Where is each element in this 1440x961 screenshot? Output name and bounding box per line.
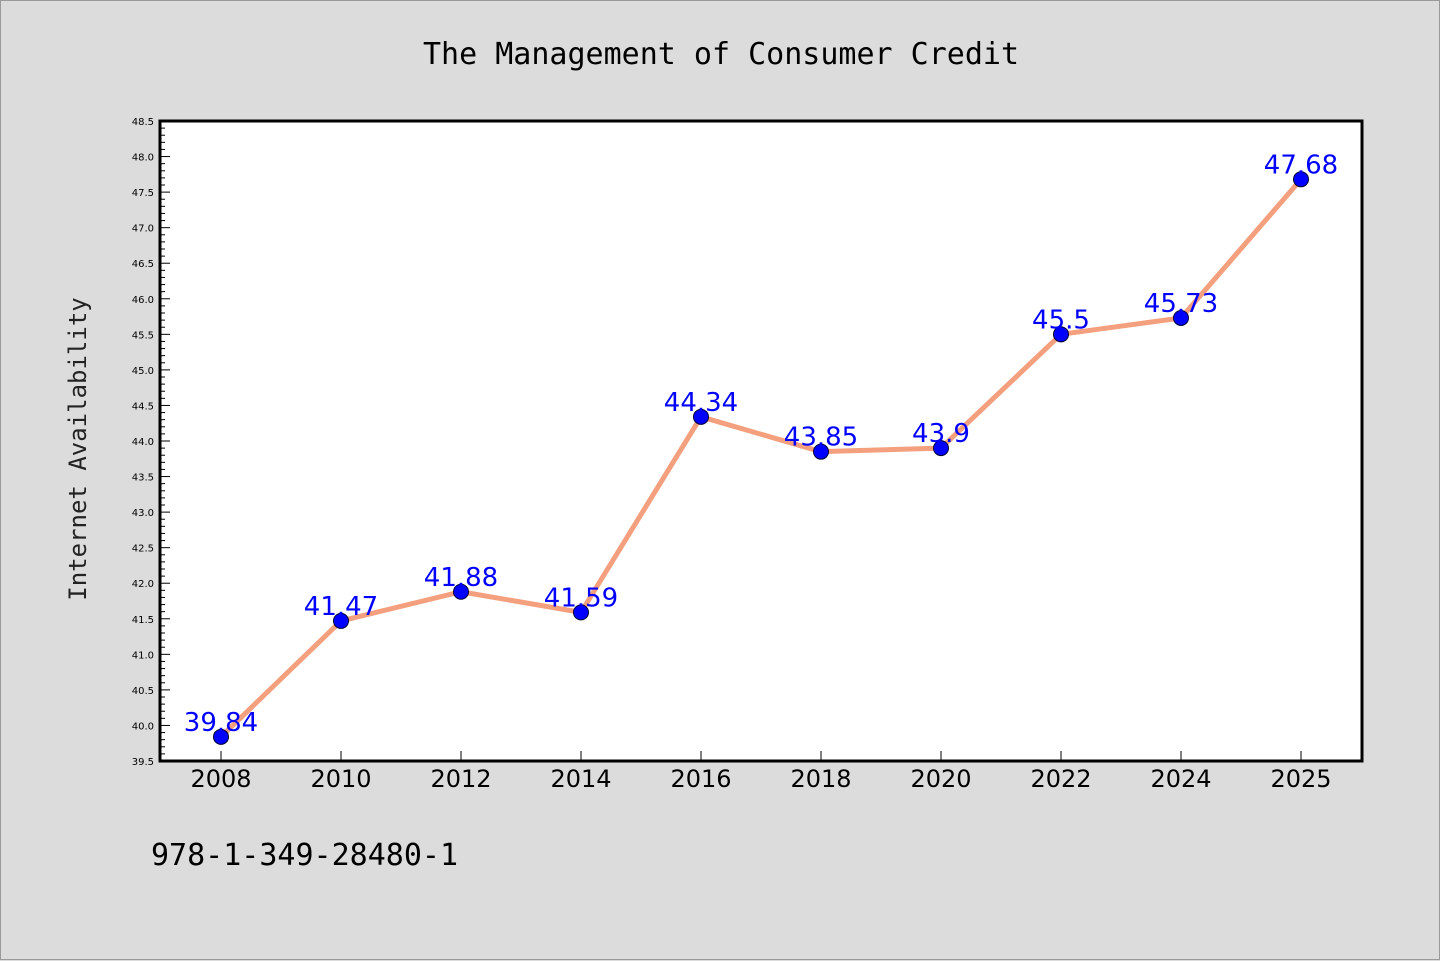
x-tick-label: 2014	[550, 765, 611, 793]
y-tick-label: 41.0	[132, 650, 154, 661]
isbn-footer: 978-1-349-28480-1	[151, 838, 458, 873]
y-tick-label: 41.5	[132, 615, 154, 626]
x-tick-label: 2010	[310, 765, 371, 793]
data-markers	[213, 171, 1309, 745]
y-axis-label: Internet Availability	[64, 297, 92, 600]
y-tick-label: 42.5	[132, 544, 154, 555]
y-tick-label: 39.5	[132, 757, 154, 768]
data-label: 45.5	[1032, 305, 1090, 335]
plot-area	[158, 119, 1364, 763]
data-point	[573, 604, 589, 621]
chart-title: The Management of Consumer Credit	[423, 37, 1019, 72]
x-tick-label: 2018	[790, 765, 851, 793]
x-tick-label: 2016	[670, 765, 731, 793]
y-tick-label: 48.0	[132, 153, 154, 164]
y-tick-label: 42.0	[132, 579, 154, 590]
y-tick-label: 43.0	[132, 508, 154, 519]
data-labels: 39.84 41.47 41.88 41.59 44.34 43.85 43.9 45.5 45…	[184, 150, 1338, 738]
data-label: 41.88	[424, 563, 498, 593]
y-tick-label: 47.0	[132, 224, 154, 235]
series-line	[219, 177, 1303, 739]
data-point	[213, 728, 229, 745]
data-point	[1293, 171, 1309, 188]
data-point	[813, 443, 829, 460]
x-tick-label: 2022	[1030, 765, 1091, 793]
y-tick-label: 46.5	[132, 259, 154, 270]
y-tick-label: 40.0	[132, 721, 154, 732]
y-tick-label: 45.5	[132, 330, 154, 341]
y-tick-label: 45.0	[132, 366, 154, 377]
x-axis-ticks: 2008 2010 2012 2014 2016 2018 2020 2022 2024 2025	[190, 751, 1332, 793]
y-tick-label: 44.0	[132, 437, 154, 448]
y-tick-label: 47.5	[132, 188, 154, 199]
y-tick-label: 40.5	[132, 686, 154, 697]
data-point	[933, 440, 949, 457]
data-point	[1053, 326, 1069, 343]
y-tick-label: 44.5	[132, 401, 154, 412]
data-label: 41.47	[304, 592, 378, 622]
data-label: 47.68	[1264, 150, 1338, 180]
x-tick-label: 2012	[430, 765, 491, 793]
x-tick-label: 2008	[190, 765, 251, 793]
x-tick-label: 2025	[1270, 765, 1331, 793]
data-point	[333, 612, 349, 629]
y-tick-label: 48.5	[132, 117, 154, 128]
data-point	[1173, 309, 1189, 326]
data-label: 43.85	[784, 423, 858, 453]
x-tick-label: 2020	[910, 765, 971, 793]
data-point	[693, 408, 709, 425]
x-tick-label: 2024	[1150, 765, 1211, 793]
y-tick-label: 46.0	[132, 295, 154, 306]
data-label: 41.59	[544, 583, 618, 613]
data-label: 39.84	[184, 708, 258, 738]
data-label: 45.73	[1144, 289, 1218, 319]
y-tick-label: 43.5	[132, 473, 154, 484]
data-label: 43.9	[912, 419, 970, 449]
y-axis-ticks: 39.5 40.0 40.5 41.0 41.5 42.0 42.5 43.0 43.5 44.0…	[132, 117, 170, 768]
data-label: 44.34	[664, 388, 738, 418]
data-point	[453, 583, 469, 600]
